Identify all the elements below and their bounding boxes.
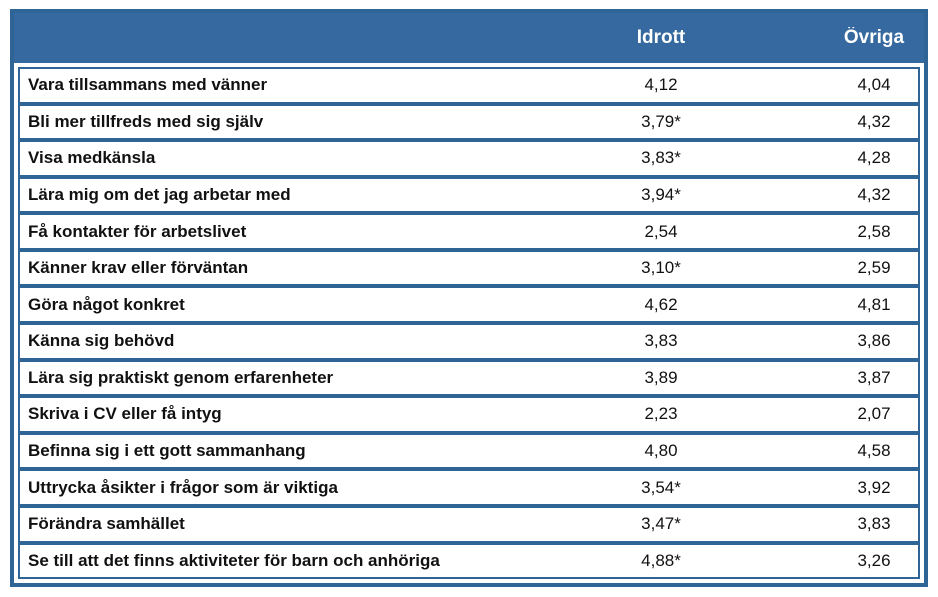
row-label: Förändra samhället bbox=[28, 514, 185, 534]
ovriga-value: 2,59 bbox=[857, 258, 891, 278]
table-row: Uttrycka åsikter i frågor som är viktiga… bbox=[18, 469, 920, 506]
table-row: Få kontakter för arbetslivet 2,54 2,58 bbox=[18, 213, 920, 250]
comparison-table: Idrott Övriga Vara tillsammans med vänne… bbox=[10, 9, 928, 587]
idrott-value: 4,62 bbox=[644, 294, 678, 314]
row-label: Skriva i CV eller få intyg bbox=[28, 404, 222, 424]
idrott-value: 3,94* bbox=[641, 185, 681, 205]
table-row: Bli mer tillfreds med sig själv 3,79* 4,… bbox=[18, 103, 920, 141]
table-row: Förändra samhället 3,47* 3,83 bbox=[18, 505, 920, 543]
idrott-value: 3,83 bbox=[644, 331, 678, 351]
column-header-idrott: Idrott bbox=[636, 27, 686, 48]
ovriga-value: 4,28 bbox=[857, 148, 891, 168]
idrott-value: 2,54 bbox=[644, 221, 678, 241]
ovriga-value: 2,07 bbox=[857, 404, 891, 424]
table-header-row: Idrott Övriga bbox=[14, 13, 924, 63]
table-row: Känner krav eller förväntan 3,10* 2,59 bbox=[18, 249, 920, 287]
ovriga-value: 2,58 bbox=[857, 221, 891, 241]
table-row: Visa medkänsla 3,83* 4,28 bbox=[18, 140, 920, 177]
ovriga-value: 3,83 bbox=[857, 514, 891, 534]
table-row: Vara tillsammans med vänner 4,12 4,04 bbox=[18, 67, 920, 104]
idrott-value: 3,89 bbox=[644, 367, 678, 387]
ovriga-value: 4,58 bbox=[857, 441, 891, 461]
row-label: Känna sig behövd bbox=[28, 331, 175, 351]
table-row: Befinna sig i ett gott sammanhang 4,80 4… bbox=[18, 432, 920, 470]
row-label: Göra något konkret bbox=[28, 294, 185, 314]
table-body: Vara tillsammans med vänner 4,12 4,04 Bl… bbox=[14, 63, 924, 583]
row-label: Uttrycka åsikter i frågor som är viktiga bbox=[28, 477, 338, 497]
ovriga-value: 3,86 bbox=[857, 331, 891, 351]
row-label: Känner krav eller förväntan bbox=[28, 258, 249, 278]
row-label: Lära mig om det jag arbetar med bbox=[28, 185, 291, 205]
row-label: Se till att det finns aktiviteter för ba… bbox=[28, 550, 440, 570]
idrott-value: 3,79* bbox=[641, 111, 681, 131]
table-row: Göra något konkret 4,62 4,81 bbox=[18, 286, 920, 324]
idrott-value: 3,10* bbox=[641, 258, 681, 278]
table-row: Skriva i CV eller få intyg 2,23 2,07 bbox=[18, 396, 920, 433]
ovriga-value: 4,32 bbox=[857, 111, 891, 131]
row-label: Bli mer tillfreds med sig själv bbox=[28, 111, 264, 131]
idrott-value: 4,88* bbox=[641, 550, 681, 570]
ovriga-value: 3,87 bbox=[857, 367, 891, 387]
table-row: Lära mig om det jag arbetar med 3,94* 4,… bbox=[18, 176, 920, 214]
idrott-value: 2,23 bbox=[644, 404, 678, 424]
ovriga-value: 3,26 bbox=[857, 550, 891, 570]
table-row: Känna sig behövd 3,83 3,86 bbox=[18, 323, 920, 360]
ovriga-value: 3,92 bbox=[857, 477, 891, 497]
table-row: Lära sig praktiskt genom erfarenheter 3,… bbox=[18, 359, 920, 397]
row-label: Få kontakter för arbetslivet bbox=[28, 221, 247, 241]
column-header-ovriga: Övriga bbox=[843, 27, 905, 48]
idrott-value: 3,47* bbox=[641, 514, 681, 534]
idrott-value: 3,54* bbox=[641, 477, 681, 497]
ovriga-value: 4,81 bbox=[857, 294, 891, 314]
row-label: Lära sig praktiskt genom erfarenheter bbox=[28, 367, 334, 387]
idrott-value: 4,80 bbox=[644, 441, 678, 461]
row-label: Visa medkänsla bbox=[28, 148, 156, 168]
ovriga-value: 4,04 bbox=[857, 75, 891, 95]
idrott-value: 4,12 bbox=[644, 75, 678, 95]
idrott-value: 3,83* bbox=[641, 148, 681, 168]
row-label: Vara tillsammans med vänner bbox=[28, 75, 268, 95]
row-label: Befinna sig i ett gott sammanhang bbox=[28, 441, 306, 461]
ovriga-value: 4,32 bbox=[857, 185, 891, 205]
table-row: Se till att det finns aktiviteter för ba… bbox=[18, 542, 920, 580]
